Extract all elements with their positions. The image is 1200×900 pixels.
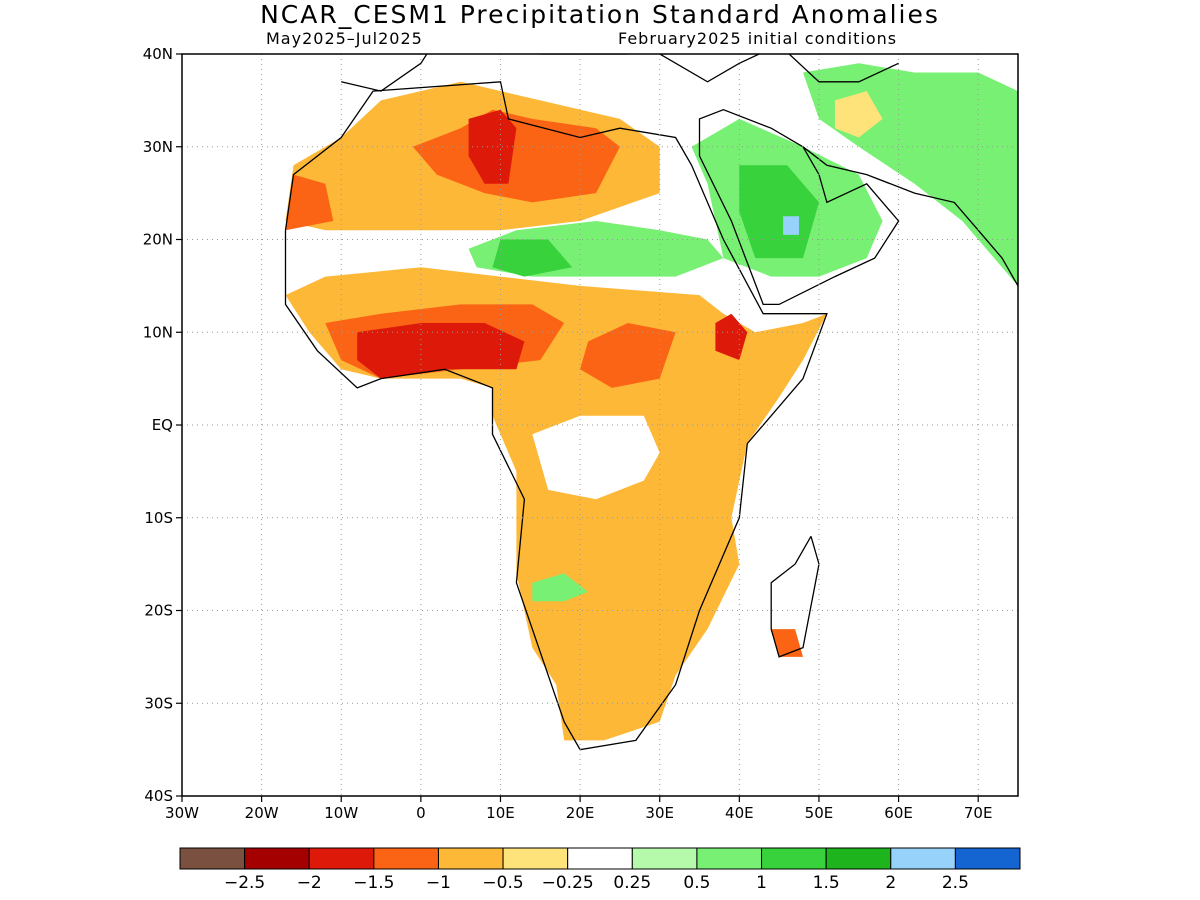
colorbar-label: 2.5 bbox=[942, 873, 969, 893]
colorbar-swatch bbox=[308, 847, 375, 870]
lat-tick-label: 30N bbox=[143, 138, 173, 156]
coastlines bbox=[284, 54, 1018, 751]
colorbar-label: 1.5 bbox=[813, 873, 840, 893]
lon-tick-label: 70E bbox=[964, 804, 993, 822]
lon-tick-label: 50E bbox=[805, 804, 834, 822]
colorbar-swatch bbox=[502, 847, 569, 870]
madagascar-coastline bbox=[770, 535, 820, 658]
iran-coastline bbox=[802, 146, 1018, 287]
colorbar-label: −0.25 bbox=[542, 873, 594, 893]
lat-tick-label: 20N bbox=[143, 231, 173, 249]
lon-tick-label: 30E bbox=[645, 804, 674, 822]
colorbar-swatch bbox=[890, 847, 956, 870]
colorbar: −2.5 −2 −1.5 −1 −0.5 −0.25 0.25 0.5 1 1.5 2 2.5 bbox=[179, 847, 1021, 893]
colorbar-swatch bbox=[825, 847, 892, 870]
colorbar-label: 0.25 bbox=[613, 873, 651, 893]
mediterranean-north-coast bbox=[341, 54, 899, 92]
colorbar-swatch bbox=[696, 847, 763, 870]
lat-tick-label: 40S bbox=[144, 787, 173, 805]
colorbar-swatch bbox=[761, 847, 827, 870]
lat-tick-label: 10S bbox=[144, 509, 173, 527]
anomaly-region-sahel-green-core bbox=[492, 239, 573, 277]
africa-coastline bbox=[284, 81, 828, 751]
anomaly-region-angola-green bbox=[532, 573, 589, 602]
anomaly-region-arabia-wet-core bbox=[739, 165, 819, 259]
colorbar-swatch bbox=[244, 847, 310, 870]
lon-tick-label: 10W bbox=[324, 804, 358, 822]
colorbar-label: −0.5 bbox=[482, 873, 523, 893]
anomaly-region-west-africa-dry bbox=[285, 267, 827, 741]
anomaly-region-arabia-blue bbox=[783, 216, 799, 235]
anomaly-region-mauritania-dry bbox=[285, 174, 334, 231]
colorbar-swatch bbox=[567, 847, 633, 870]
lat-tick-label: 40N bbox=[143, 45, 173, 63]
figure-title: NCAR_CESM1 Precipitation Standard Anomal… bbox=[260, 0, 940, 29]
lon-tick-label: 60E bbox=[884, 804, 913, 822]
colorbar-label: 2 bbox=[885, 873, 896, 893]
colorbar-swatch bbox=[437, 847, 504, 870]
gridlines bbox=[182, 54, 1018, 796]
lon-tick-label: 40E bbox=[725, 804, 754, 822]
lat-tick-label: 10N bbox=[143, 323, 173, 341]
colorbar-label: −2 bbox=[297, 873, 322, 893]
colorbar-swatch bbox=[631, 847, 698, 870]
lon-tick-label: 0 bbox=[416, 804, 426, 822]
colorbar-label: 0.5 bbox=[683, 873, 710, 893]
lon-tick-label: 20E bbox=[566, 804, 595, 822]
anomaly-region-madagascar-dry bbox=[771, 629, 803, 657]
colorbar-label: −2.5 bbox=[224, 873, 265, 893]
colorbar-label: −1 bbox=[426, 873, 451, 893]
anomaly-region-congo-neutral bbox=[532, 415, 660, 500]
colorbar-swatch bbox=[954, 847, 1021, 870]
anomaly-region-guinea-extreme bbox=[357, 323, 525, 379]
colorbar-swatch bbox=[373, 847, 439, 870]
lat-tick-label: 20S bbox=[144, 602, 173, 620]
anomaly-shading bbox=[285, 63, 1018, 741]
lat-tick-label: EQ bbox=[152, 416, 173, 434]
lon-tick-label: 30W bbox=[165, 804, 199, 822]
latitude-axis: 40N 30N 20N 10N EQ 10S 20S 30S 40S bbox=[143, 45, 182, 805]
anomaly-region-sahara-very-dry bbox=[412, 109, 620, 203]
colorbar-label: −1.5 bbox=[353, 873, 394, 893]
colorbar-swatch bbox=[179, 847, 246, 870]
lon-tick-label: 10E bbox=[486, 804, 515, 822]
lon-tick-label: 20W bbox=[245, 804, 279, 822]
arabia-coastline bbox=[698, 109, 900, 306]
anomaly-region-sudan-dry bbox=[580, 323, 676, 388]
forecast-period: May2025–Jul2025 bbox=[266, 29, 423, 48]
colorbar-label: 1 bbox=[756, 873, 767, 893]
longitude-axis: 30W 20W 10W 0 10E 20E 30E 40E 50E 60E 70E bbox=[165, 796, 992, 822]
anomaly-region-iran-dry-patch bbox=[834, 91, 883, 138]
lat-tick-label: 30S bbox=[144, 694, 173, 712]
anomaly-region-ethiopia-extreme bbox=[715, 313, 748, 361]
initial-conditions: February2025 initial conditions bbox=[618, 29, 898, 48]
